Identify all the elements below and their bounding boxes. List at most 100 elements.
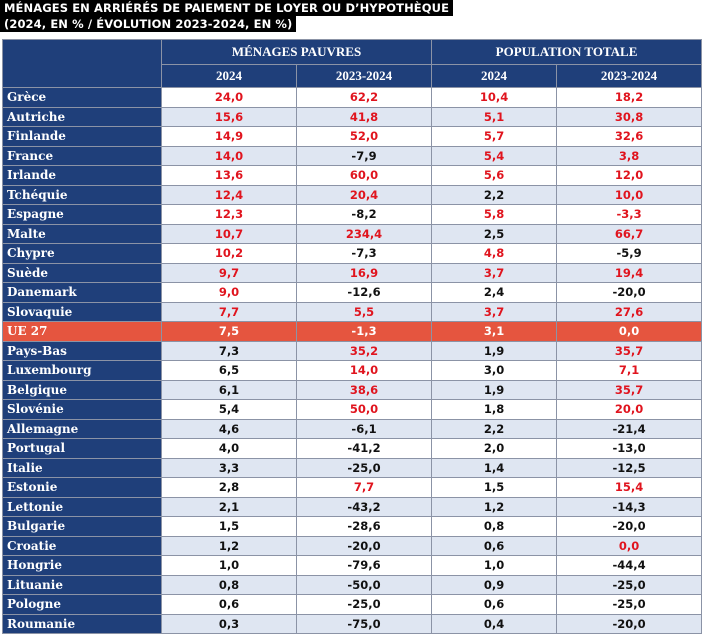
value-cell: -75,0 (295, 613, 433, 634)
table-row: Allemagne 4,6 -6,1 2,2 -21,4 (2, 418, 703, 439)
table-row: Chypre 10,2 -7,3 4,8 -5,9 (2, 243, 703, 264)
value-cell: -13,0 (556, 438, 703, 459)
value-cell: 35,2 (295, 340, 433, 361)
table-row-highlight: UE 27 7,5 -1,3 3,1 0,0 (2, 321, 703, 342)
value-cell: -44,4 (556, 555, 703, 576)
table-row: Lituanie 0,8 -50,0 0,9 -25,0 (2, 574, 703, 595)
value-cell: 16,9 (295, 262, 433, 283)
value-cell: 3,3 (161, 457, 297, 478)
table-row: Espagne 12,3 -8,2 5,8 -3,3 (2, 204, 703, 225)
value-cell: 27,6 (556, 301, 703, 322)
header-population-totale: POPULATION TOTALE (431, 39, 703, 65)
value-cell: 5,5 (295, 301, 433, 322)
value-cell: 9,0 (161, 282, 297, 303)
country-cell: Suède (2, 262, 162, 283)
value-cell: 2,0 (431, 438, 558, 459)
value-cell: 19,4 (556, 262, 703, 283)
country-cell: Slovaquie (2, 301, 162, 322)
value-cell: -7,3 (295, 243, 433, 264)
value-cell: 15,4 (556, 477, 703, 498)
value-cell: 7,7 (161, 301, 297, 322)
value-cell: 0,0 (556, 535, 703, 556)
table-row: Danemark 9,0 -12,6 2,4 -20,0 (2, 282, 703, 303)
table-row: Roumanie 0,3 -75,0 0,4 -20,0 (2, 613, 703, 634)
header-menages-pauvres: MÉNAGES PAUVRES (160, 39, 433, 65)
value-cell: -25,0 (295, 594, 433, 615)
value-cell: -79,6 (295, 555, 433, 576)
value-cell: 10,4 (431, 87, 558, 108)
table-row: France 14,0 -7,9 5,4 3,8 (2, 145, 703, 166)
value-cell: 3,0 (431, 360, 558, 381)
header-row-groups: MÉNAGES PAUVRES POPULATION TOTALE (2, 39, 703, 88)
country-cell: Malte (2, 223, 162, 244)
value-cell: 0,3 (161, 613, 297, 634)
country-cell: Pays-Bas (2, 340, 162, 361)
country-cell: Lituanie (2, 574, 162, 595)
value-cell: 3,1 (431, 321, 558, 342)
value-cell: 38,6 (295, 379, 433, 400)
country-cell: Autriche (2, 106, 162, 127)
value-cell: 5,4 (431, 145, 558, 166)
value-cell: 1,9 (431, 379, 558, 400)
value-cell: 32,6 (556, 126, 703, 147)
value-cell: 18,2 (556, 87, 703, 108)
value-cell: 5,6 (431, 165, 558, 186)
table-row: Portugal 4,0 -41,2 2,0 -13,0 (2, 438, 703, 459)
value-cell: 14,9 (161, 126, 297, 147)
value-cell: 5,4 (161, 399, 297, 420)
value-cell: -5,9 (556, 243, 703, 264)
header-row-years: 2024 2023-2024 2024 2023-2024 (3, 64, 703, 88)
country-cell: Finlande (2, 126, 162, 147)
value-cell: -7,9 (295, 145, 433, 166)
value-cell: 3,7 (431, 301, 558, 322)
table-row: Lettonie 2,1 -43,2 1,2 -14,3 (2, 496, 703, 517)
table-row: Pays-Bas 7,3 35,2 1,9 35,7 (2, 340, 703, 361)
table-row: Luxembourg 6,5 14,0 3,0 7,1 (2, 360, 703, 381)
country-cell: Hongrie (2, 555, 162, 576)
title-line-2: (2024, EN % / ÉVOLUTION 2023-2024, EN %) (0, 16, 297, 32)
table-row: Belgique 6,1 38,6 1,9 35,7 (2, 379, 703, 400)
table-row: Malte 10,7 234,4 2,5 66,7 (2, 223, 703, 244)
value-cell: 1,2 (431, 496, 558, 517)
country-cell: France (2, 145, 162, 166)
header-year-2024-total: 2024 (431, 64, 558, 88)
value-cell: -50,0 (295, 574, 433, 595)
value-cell: 1,0 (161, 555, 297, 576)
country-cell: Croatie (2, 535, 162, 556)
value-cell: 10,7 (161, 223, 297, 244)
value-cell: 35,7 (556, 340, 703, 361)
value-cell: 50,0 (295, 399, 433, 420)
country-cell: Italie (2, 457, 162, 478)
value-cell: 1,8 (431, 399, 558, 420)
value-cell: 1,0 (431, 555, 558, 576)
table-row: Autriche 15,6 41,8 5,1 30,8 (2, 106, 703, 127)
table-title: MÉNAGES EN ARRIÉRÉS DE PAIEMENT DE LOYER… (0, 0, 454, 32)
country-cell: Pologne (2, 594, 162, 615)
value-cell: 0,8 (431, 516, 558, 537)
value-cell: -12,5 (556, 457, 703, 478)
value-cell: -25,0 (556, 574, 703, 595)
table-row: Italie 3,3 -25,0 1,4 -12,5 (2, 457, 703, 478)
value-cell: -20,0 (556, 516, 703, 537)
value-cell: 3,7 (431, 262, 558, 283)
table-body: Grèce 24,0 62,2 10,4 18,2 Autriche 15,6 41,8 5,1… (2, 87, 703, 634)
value-cell: 9,7 (161, 262, 297, 283)
value-cell: -20,0 (295, 535, 433, 556)
value-cell: 52,0 (295, 126, 433, 147)
table-row: Irlande 13,6 60,0 5,6 12,0 (2, 165, 703, 186)
country-cell: Estonie (2, 477, 162, 498)
value-cell: 7,1 (556, 360, 703, 381)
value-cell: 13,6 (161, 165, 297, 186)
table-row: Pologne 0,6 -25,0 0,6 -25,0 (2, 594, 703, 615)
value-cell: 1,2 (161, 535, 297, 556)
table-row: Finlande 14,9 52,0 5,7 32,6 (2, 126, 703, 147)
value-cell: 66,7 (556, 223, 703, 244)
value-cell: -1,3 (295, 321, 433, 342)
value-cell: 24,0 (161, 87, 297, 108)
value-cell: -43,2 (295, 496, 433, 517)
country-cell: Tchéquie (2, 184, 162, 205)
table-row: Hongrie 1,0 -79,6 1,0 -44,4 (2, 555, 703, 576)
table-row: Croatie 1,2 -20,0 0,6 0,0 (2, 535, 703, 556)
value-cell: 0,6 (161, 594, 297, 615)
value-cell: 2,5 (431, 223, 558, 244)
